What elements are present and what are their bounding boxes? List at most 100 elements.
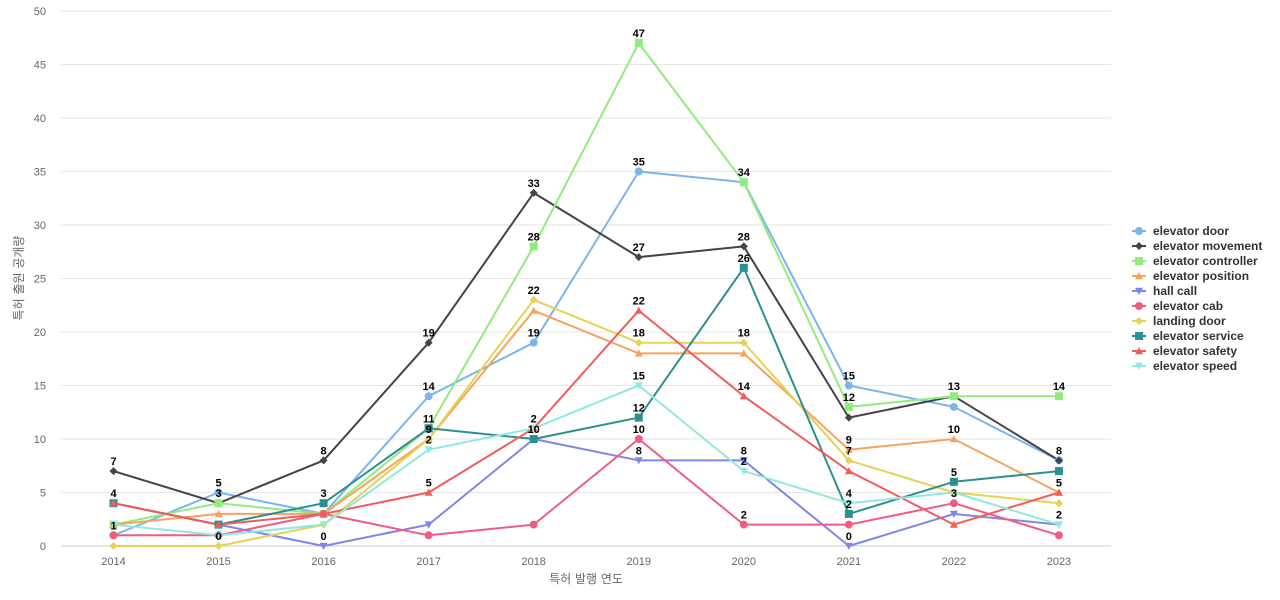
x-tick-label: 2018 bbox=[521, 556, 545, 568]
data-point bbox=[529, 435, 538, 443]
legend-item[interactable]: elevator movement bbox=[1132, 239, 1262, 253]
y-tick-label: 50 bbox=[34, 6, 46, 18]
data-label: 3 bbox=[321, 488, 327, 500]
data-point bbox=[214, 542, 223, 550]
legend-marker bbox=[1135, 302, 1143, 310]
data-point bbox=[739, 242, 748, 251]
legend-item[interactable]: landing door bbox=[1132, 314, 1226, 328]
series-line bbox=[113, 191, 1060, 505]
data-point bbox=[424, 338, 433, 347]
data-label: 34 bbox=[738, 167, 751, 179]
legend-item[interactable]: elevator cab bbox=[1132, 299, 1223, 313]
data-label: 12 bbox=[843, 392, 855, 404]
y-tick-label: 40 bbox=[34, 113, 46, 125]
legend-marker bbox=[1135, 272, 1143, 280]
series-line bbox=[113, 170, 1060, 537]
data-label: 14 bbox=[423, 381, 436, 393]
data-label: 2 bbox=[741, 510, 747, 522]
data-point bbox=[634, 306, 643, 314]
data-point bbox=[1054, 531, 1063, 540]
data-point bbox=[844, 445, 853, 453]
legend-item[interactable]: elevator position bbox=[1132, 269, 1249, 283]
data-label: 13 bbox=[948, 381, 960, 393]
data-label: 28 bbox=[738, 231, 750, 243]
legend-marker bbox=[1135, 242, 1143, 250]
legend-label: elevator service bbox=[1153, 329, 1244, 343]
legend-item[interactable]: elevator controller bbox=[1132, 254, 1258, 268]
data-label: 19 bbox=[528, 328, 540, 340]
data-label: 22 bbox=[633, 296, 645, 308]
data-label: 10 bbox=[948, 424, 960, 436]
data-label: 47 bbox=[633, 28, 645, 40]
legend-label: elevator door bbox=[1153, 224, 1229, 238]
legend-item[interactable]: elevator safety bbox=[1132, 344, 1237, 358]
data-label: 7 bbox=[110, 456, 116, 468]
series-lines bbox=[113, 42, 1060, 547]
gridlines bbox=[61, 10, 1111, 547]
legend-item[interactable]: elevator speed bbox=[1132, 359, 1237, 373]
data-label: 11 bbox=[423, 413, 435, 425]
x-tick-label: 2021 bbox=[837, 556, 861, 568]
series-line bbox=[113, 298, 1060, 547]
data-label: 2 bbox=[741, 456, 747, 468]
data-label: 28 bbox=[528, 231, 540, 243]
legend-item[interactable]: hall call bbox=[1132, 284, 1197, 298]
x-tick-label: 2020 bbox=[732, 556, 756, 568]
data-point bbox=[739, 338, 748, 347]
data-point bbox=[109, 531, 118, 540]
data-point bbox=[949, 510, 958, 518]
data-label: 2 bbox=[531, 413, 537, 425]
series-line bbox=[113, 42, 1059, 526]
y-axis-ticks: 0 5 10 15 20 25 30 35 40 45 50 bbox=[34, 6, 46, 553]
data-label: 5 bbox=[215, 478, 221, 490]
data-label: 5 bbox=[951, 467, 957, 479]
data-point bbox=[214, 488, 223, 497]
data-label: 2 bbox=[1056, 510, 1062, 522]
data-point bbox=[634, 349, 643, 357]
legend-marker bbox=[1135, 362, 1143, 370]
data-label: 33 bbox=[528, 178, 540, 190]
data-label: 26 bbox=[738, 253, 750, 265]
data-point bbox=[1054, 499, 1063, 508]
legend-marker bbox=[1135, 347, 1143, 355]
y-tick-label: 25 bbox=[34, 274, 46, 286]
data-point bbox=[739, 520, 748, 529]
series-line bbox=[113, 384, 1060, 537]
legend-marker bbox=[1135, 227, 1143, 235]
data-label: 3 bbox=[951, 488, 957, 500]
data-point bbox=[949, 477, 958, 486]
data-point bbox=[319, 521, 328, 529]
series-markers bbox=[109, 39, 1063, 550]
y-tick-label: 0 bbox=[40, 541, 46, 553]
y-tick-label: 15 bbox=[34, 381, 46, 393]
x-tick-label: 2014 bbox=[101, 556, 125, 568]
data-point bbox=[634, 413, 643, 422]
data-point bbox=[739, 349, 748, 357]
data-label: 0 bbox=[321, 531, 327, 543]
data-point bbox=[949, 520, 958, 528]
legend-item[interactable]: elevator door bbox=[1132, 224, 1229, 238]
data-point bbox=[1054, 488, 1063, 496]
data-label: 14 bbox=[738, 381, 751, 393]
data-point bbox=[529, 338, 538, 347]
data-point bbox=[1054, 467, 1063, 476]
data-point bbox=[844, 509, 853, 518]
legend-label: elevator speed bbox=[1153, 359, 1237, 373]
x-axis-ticks: 2014 2015 2016 2017 2018 2019 2020 2021 2022 2023 bbox=[101, 556, 1071, 568]
x-tick-label: 2017 bbox=[416, 556, 440, 568]
data-label: 10 bbox=[633, 424, 645, 436]
data-label: 18 bbox=[633, 328, 645, 340]
data-label: 5 bbox=[1056, 478, 1062, 490]
legend-label: elevator controller bbox=[1153, 254, 1258, 268]
data-point bbox=[739, 263, 748, 272]
data-point bbox=[1054, 392, 1063, 401]
legend-label: landing door bbox=[1153, 314, 1226, 328]
series-line bbox=[113, 438, 1060, 537]
data-point bbox=[844, 542, 853, 550]
data-label: 12 bbox=[633, 403, 645, 415]
legend-item[interactable]: elevator service bbox=[1132, 329, 1244, 343]
data-label: 14 bbox=[1053, 381, 1066, 393]
data-point bbox=[634, 39, 643, 48]
